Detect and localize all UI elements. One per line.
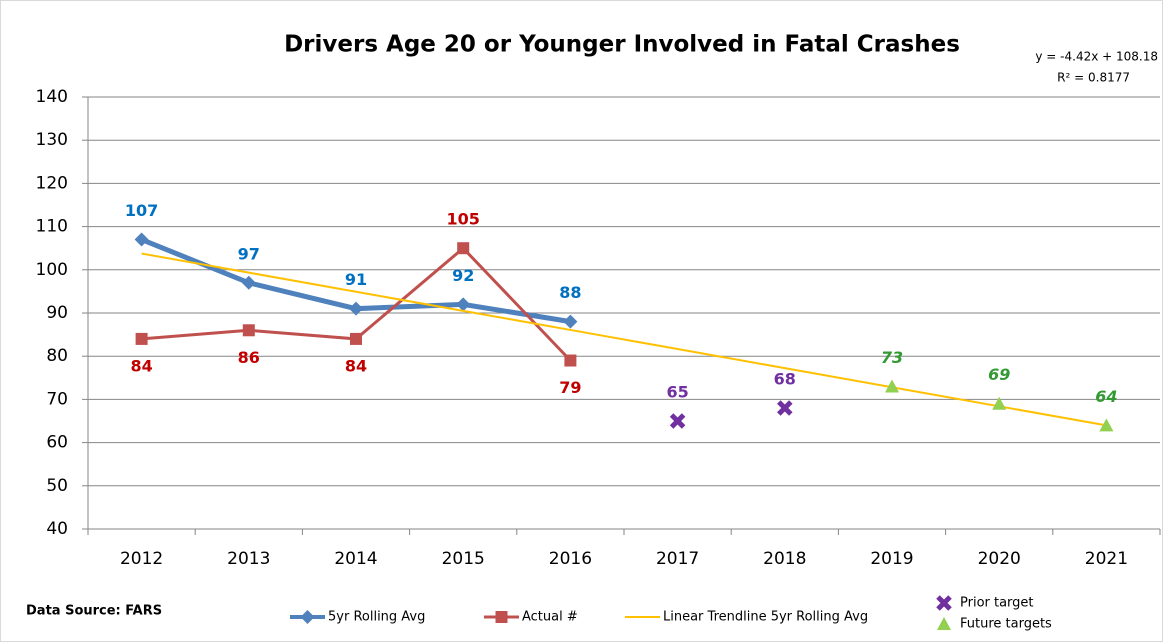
x-tick-label: 2019 [870, 549, 913, 569]
data-point [457, 242, 470, 255]
data-label: 84 [130, 356, 152, 375]
legend-marker [495, 611, 508, 623]
trend-equation: y = -4.42x + 108.18 [1035, 50, 1158, 64]
y-tick-label: 80 [46, 346, 68, 366]
x-tick-label: 2012 [120, 549, 163, 569]
y-tick-label: 140 [36, 87, 68, 107]
x-tick-label: 2017 [656, 549, 699, 569]
legend-marker [300, 610, 315, 624]
data-label: 91 [345, 270, 367, 289]
y-tick-label: 70 [46, 389, 68, 409]
legend-label: Linear Trendline 5yr Rolling Avg [663, 610, 868, 625]
legend-label: Actual # [522, 610, 578, 625]
x-tick-label: 2013 [227, 549, 270, 569]
data-label: 86 [238, 348, 260, 367]
data-label: 69 [988, 365, 1010, 384]
x-tick-label: 2016 [549, 549, 592, 569]
y-tick-label: 120 [36, 173, 68, 193]
x-tick-label: 2020 [978, 549, 1021, 569]
data-point [456, 297, 471, 312]
data-point [563, 314, 578, 329]
data-label: 97 [238, 244, 260, 263]
x-tick-label: 2021 [1085, 549, 1128, 569]
data-point [134, 232, 149, 247]
y-tick-label: 90 [46, 303, 68, 323]
data-point [1099, 418, 1114, 432]
y-tick-label: 130 [36, 130, 68, 150]
data-label: 88 [559, 283, 581, 302]
data-label: 64 [1095, 387, 1117, 406]
data-label: 107 [125, 201, 158, 220]
data-point [992, 396, 1007, 410]
data-point [349, 301, 363, 316]
data-label: 73 [881, 348, 903, 367]
x-tick-label: 2018 [763, 549, 806, 569]
y-tick-label: 110 [36, 217, 68, 237]
data-point [241, 275, 256, 290]
y-tick-label: 60 [46, 433, 68, 453]
data-label: 105 [446, 210, 479, 229]
data-label: 65 [666, 383, 688, 402]
x-tick-label: 2014 [334, 549, 377, 569]
source-note: Data Source: FARS [26, 604, 162, 619]
r-squared: R² = 0.8177 [1057, 71, 1130, 85]
data-point [350, 332, 362, 345]
data-point [135, 332, 148, 345]
data-point [885, 379, 899, 393]
data-point [669, 413, 686, 429]
data-label: 84 [345, 356, 367, 375]
legend-label: Prior target [960, 596, 1034, 611]
y-tick-label: 100 [36, 260, 68, 280]
series-line [141, 252, 1107, 427]
data-point [242, 324, 255, 337]
legend-marker [936, 595, 952, 611]
data-point [564, 354, 577, 367]
data-label: 92 [452, 266, 474, 285]
data-label: 68 [774, 370, 796, 389]
chart-title: Drivers Age 20 or Younger Involved in Fa… [284, 32, 960, 58]
legend-label: 5yr Rolling Avg [328, 610, 425, 625]
y-tick-label: 40 [46, 519, 68, 539]
legend-label: Future targets [960, 617, 1052, 632]
data-label: 79 [559, 378, 581, 397]
legend-marker [937, 617, 951, 630]
y-tick-label: 50 [46, 476, 68, 496]
data-point [777, 400, 793, 416]
x-tick-label: 2015 [442, 549, 485, 569]
